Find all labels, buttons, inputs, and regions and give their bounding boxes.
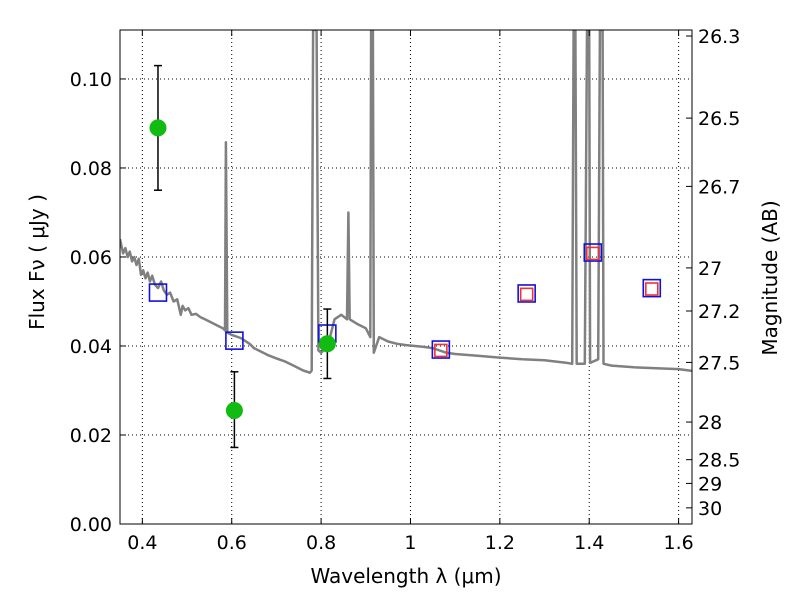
y2-tick-label: 26.5 <box>698 108 740 130</box>
y2-tick-label: 28 <box>698 412 722 434</box>
x-tick-label: 1 <box>404 532 416 554</box>
x-tick-label: 1.4 <box>574 532 604 554</box>
axes: 0.4 0.6 0.8 1 1.2 1.4 1.6 0.00 0.02 0.04 0.06 0.08 0… <box>70 26 741 554</box>
y-tick-label: 0.10 <box>70 69 112 91</box>
spectrum-line <box>120 30 692 374</box>
x-tick-label: 1.6 <box>663 532 693 554</box>
y2-tick-label: 27.5 <box>698 352 740 374</box>
plot-frame <box>119 29 693 525</box>
observed-point <box>149 119 167 137</box>
x-axis-label: Wavelength λ (μm) <box>310 564 501 588</box>
x-tick-label: 0.4 <box>127 532 157 554</box>
y-tick-label: 0.02 <box>70 425 112 447</box>
model-band-red-point <box>519 287 534 302</box>
model-band-point <box>642 278 662 298</box>
y2-axis-label: Magnitude (AB) <box>758 200 782 355</box>
model-band-point <box>148 283 168 302</box>
observed-point <box>225 402 243 420</box>
model-band-point <box>225 331 244 350</box>
y2-tick-label: 30 <box>698 498 722 520</box>
y2-tick-label: 28.5 <box>698 450 740 472</box>
y-tick-label: 0.04 <box>70 336 112 358</box>
y-tick-label: 0.08 <box>70 158 112 180</box>
observed-point <box>318 335 336 353</box>
grid <box>120 30 692 525</box>
y-axis-label: Flux Fν ( μJy ) <box>25 194 49 330</box>
y-tick-label: 0.00 <box>70 514 112 536</box>
model-band-point <box>431 340 451 359</box>
x-tick-label: 1.2 <box>485 532 515 554</box>
model-band-point <box>583 243 603 262</box>
model-band-red-point <box>434 343 448 358</box>
y2-tick-label: 27 <box>698 258 722 280</box>
model-band-red-point <box>585 246 600 261</box>
y2-tick-label: 26.7 <box>698 176 740 198</box>
x-tick-label: 0.6 <box>217 532 247 554</box>
y2-tick-label: 27.2 <box>698 301 740 323</box>
model-band-point <box>517 284 536 303</box>
y2-tick-label: 29 <box>698 473 722 495</box>
data-layer <box>120 30 692 449</box>
model-band-red-point <box>644 282 659 296</box>
x-tick-label: 0.8 <box>306 532 336 554</box>
y2-tick-label: 26.3 <box>698 26 740 48</box>
y-tick-label: 0.06 <box>70 247 112 269</box>
